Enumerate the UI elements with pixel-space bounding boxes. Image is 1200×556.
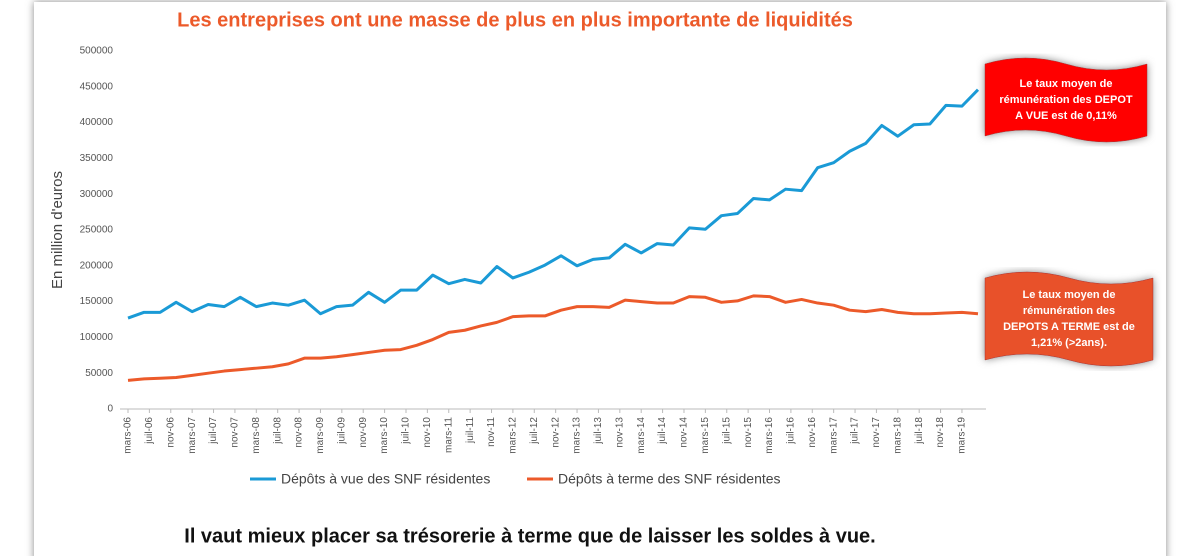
annotation-box (984, 57, 1148, 143)
x-tick-label: nov-18 (935, 417, 946, 448)
x-tick-label: mars-10 (379, 417, 390, 454)
panel (34, 2, 1166, 556)
x-tick-label: juil-08 (272, 417, 283, 445)
x-tick-label: juil-15 (721, 417, 732, 445)
y-tick-label: 0 (107, 404, 113, 415)
x-tick-label: nov-16 (807, 417, 818, 448)
y-tick-label: 350000 (80, 153, 114, 164)
x-tick-label: nov-12 (550, 417, 561, 448)
annotation-text: rémunération des DEPOT (999, 94, 1133, 106)
x-tick-label: nov-11 (486, 417, 497, 447)
y-tick-label: 250000 (80, 225, 114, 236)
x-tick-label: mars-06 (123, 417, 134, 454)
y-tick-label: 450000 (80, 81, 114, 92)
y-axis-label: En million d'euros (49, 171, 66, 289)
annotation-text: Le taux moyen de (1023, 289, 1116, 301)
x-tick-label: mars-18 (892, 417, 903, 454)
y-tick-label: 200000 (80, 260, 114, 271)
x-tick-label: mars-08 (251, 417, 262, 454)
x-tick-label: mars-11 (443, 417, 454, 453)
footer: Il vaut mieux placer sa trésorerie à ter… (184, 525, 875, 547)
x-tick-label: juil-10 (401, 417, 412, 445)
x-tick-label: juil-09 (336, 417, 347, 445)
x-tick-label: mars-19 (957, 417, 968, 454)
x-tick-label: nov-06 (165, 417, 176, 448)
annotation-box (984, 271, 1154, 367)
x-tick-label: juil-07 (208, 417, 219, 445)
x-tick-label: mars-09 (315, 417, 326, 454)
x-tick-label: juil-17 (850, 417, 861, 445)
x-tick-label: mars-07 (187, 417, 198, 454)
y-tick-label: 400000 (80, 117, 114, 128)
x-tick-label: juil-12 (529, 417, 540, 445)
x-tick-label: juil-14 (657, 417, 668, 445)
y-tick-label: 100000 (80, 332, 114, 343)
x-tick-label: nov-14 (679, 417, 690, 448)
annotation-text: DEPOTS A TERME est de (1003, 321, 1135, 333)
x-tick-label: mars-13 (572, 417, 583, 454)
y-tick-label: 500000 (80, 46, 114, 57)
x-tick-label: nov-10 (422, 417, 433, 448)
x-tick-label: mars-12 (508, 417, 519, 454)
y-tick-label: 50000 (85, 368, 113, 379)
annotation-text: rémunération des (1023, 305, 1115, 317)
x-tick-label: nov-08 (294, 417, 305, 448)
annotation-text: Le taux moyen de (1020, 78, 1113, 90)
annotation-text: 1,21% (>2ans). (1031, 337, 1107, 349)
x-tick-label: mars-17 (828, 417, 839, 454)
x-tick-label: juil-18 (914, 417, 925, 445)
x-tick-label: nov-13 (614, 417, 625, 448)
x-tick-label: juil-16 (786, 417, 797, 445)
x-tick-label: nov-17 (871, 417, 882, 448)
chart-title: Les entreprises ont une masse de plus en… (177, 9, 853, 31)
y-tick-label: 300000 (80, 189, 114, 200)
x-tick-label: nov-07 (230, 417, 241, 448)
y-tick-label: 150000 (80, 296, 114, 307)
legend-label: Dépôts à vue des SNF résidentes (281, 471, 490, 487)
legend-label: Dépôts à terme des SNF résidentes (558, 471, 781, 487)
x-tick-label: juil-06 (144, 417, 155, 445)
x-tick-label: mars-14 (636, 417, 647, 454)
annotation-text: A VUE est de 0,11% (1015, 110, 1117, 122)
x-tick-label: mars-15 (700, 417, 711, 454)
series-line (127, 88, 980, 320)
x-tick-label: nov-09 (358, 417, 369, 448)
x-tick-label: juil-13 (593, 417, 604, 445)
x-tick-label: nov-15 (743, 417, 754, 448)
x-tick-label: juil-11 (465, 417, 476, 444)
series-line (127, 294, 979, 382)
x-tick-label: mars-16 (764, 417, 775, 454)
